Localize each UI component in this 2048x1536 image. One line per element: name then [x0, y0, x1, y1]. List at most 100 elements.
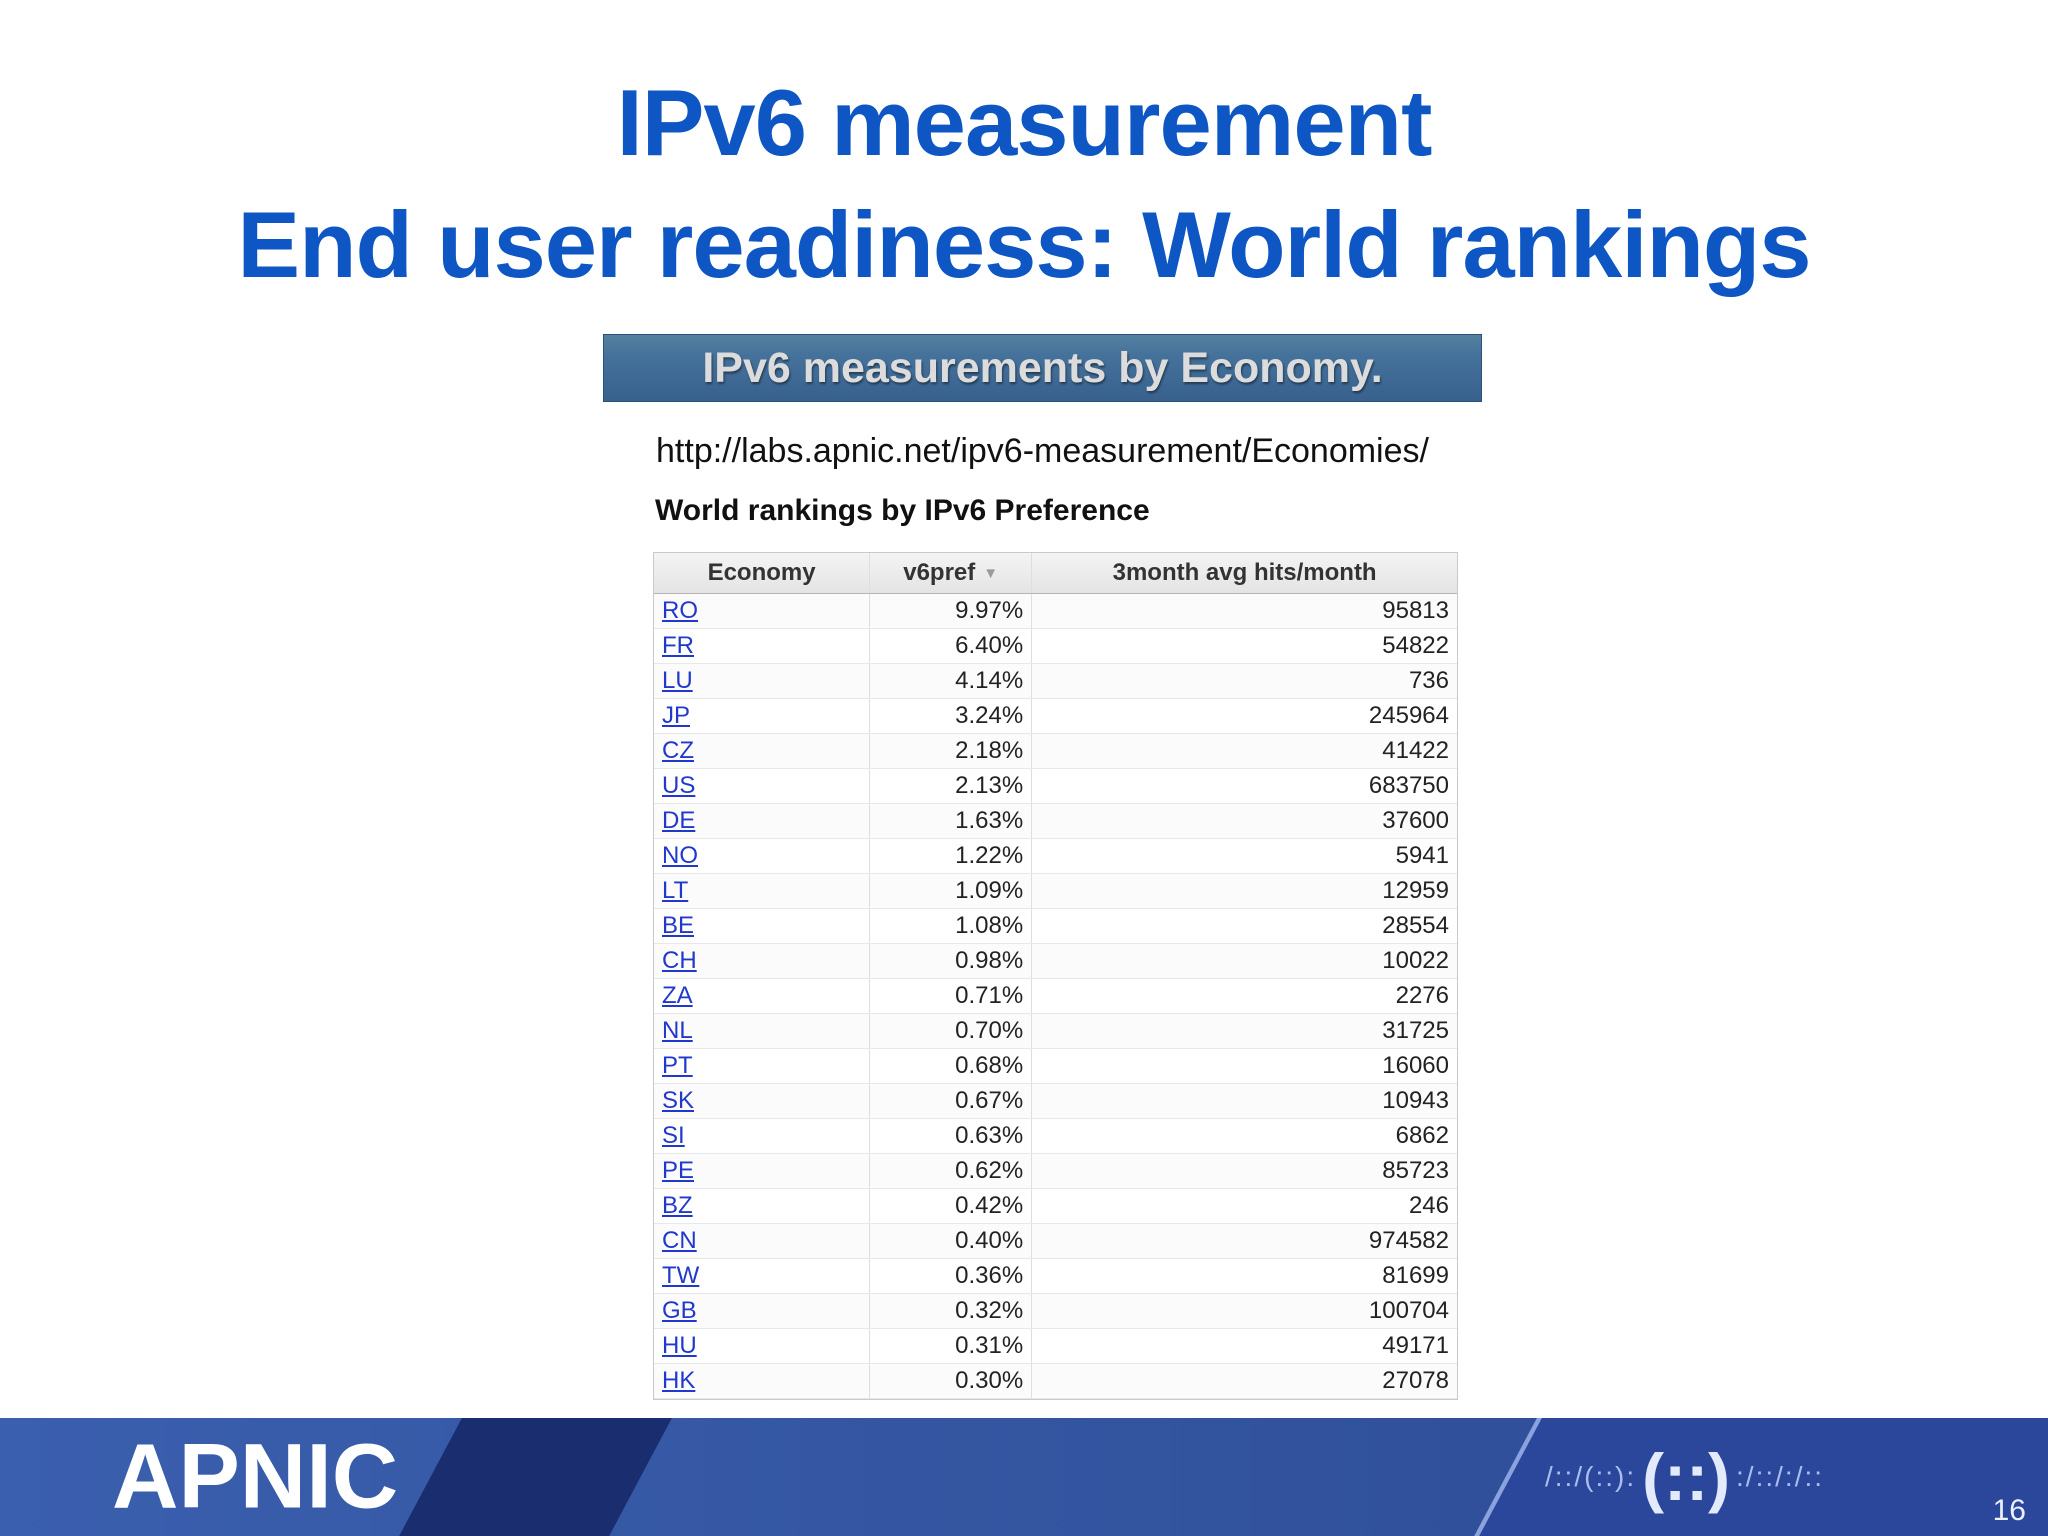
economy-link[interactable]: PT: [662, 1051, 693, 1079]
economy-link[interactable]: RO: [662, 596, 698, 624]
v6pref-value: 0.36%: [869, 1258, 1032, 1294]
hits-value: 683750: [1031, 768, 1457, 804]
economy-link[interactable]: DE: [662, 806, 696, 834]
economy-link[interactable]: CH: [662, 946, 697, 974]
economy-cell: SI: [654, 1118, 870, 1154]
economy-cell: GB: [654, 1293, 870, 1329]
hits-value: 2276: [1031, 978, 1457, 1014]
table-row: US 2.13% 683750: [654, 768, 1457, 804]
economy-link[interactable]: LU: [662, 666, 693, 694]
economy-cell: US: [654, 768, 870, 804]
economy-link[interactable]: BZ: [662, 1191, 693, 1219]
economy-cell: CZ: [654, 733, 870, 769]
hits-value: 81699: [1031, 1258, 1457, 1294]
economy-link[interactable]: US: [662, 771, 696, 799]
economy-cell: BE: [654, 908, 870, 944]
hits-value: 736: [1031, 663, 1457, 699]
economy-link[interactable]: NL: [662, 1016, 693, 1044]
table-row: HU 0.31% 49171: [654, 1328, 1457, 1364]
economy-link[interactable]: HK: [662, 1366, 696, 1394]
v6pref-value: 0.32%: [869, 1293, 1032, 1329]
hits-value: 85723: [1031, 1153, 1457, 1189]
economy-link[interactable]: LT: [662, 876, 689, 904]
apnic-dots-pattern-icon: /::/(::): (::) :/::/:/::: [1545, 1439, 1824, 1515]
v6pref-value: 0.71%: [869, 978, 1032, 1014]
economy-link[interactable]: ZA: [662, 981, 693, 1009]
economy-link[interactable]: HU: [662, 1331, 697, 1359]
economy-cell: HK: [654, 1363, 870, 1399]
v6pref-value: 6.40%: [869, 628, 1032, 664]
economy-cell: ZA: [654, 978, 870, 1014]
v6pref-value: 0.42%: [869, 1188, 1032, 1224]
hits-value: 100704: [1031, 1293, 1457, 1329]
economy-link[interactable]: GB: [662, 1296, 697, 1324]
economy-cell: NL: [654, 1013, 870, 1049]
header-v6pref[interactable]: v6pref ▼: [869, 553, 1032, 594]
slide-title-line2: End user readiness: World rankings: [237, 192, 1811, 298]
pattern-center: (::): [1642, 1440, 1731, 1514]
economy-link[interactable]: PE: [662, 1156, 695, 1184]
table-row: SI 0.63% 6862: [654, 1118, 1457, 1154]
table-header-row: Economy v6pref ▼ 3month avg hits/month: [654, 553, 1457, 594]
footer-dark-diagonal: [387, 1418, 683, 1536]
v6pref-value: 1.63%: [869, 803, 1032, 839]
rankings-table-body: RO 9.97% 95813 FR 6.40% 54822 LU 4.14% 736 JP 3.24…: [654, 593, 1457, 1399]
table-row: GB 0.32% 100704: [654, 1293, 1457, 1329]
economy-banner-text: IPv6 measurements by Economy.: [702, 343, 1383, 392]
hits-value: 974582: [1031, 1223, 1457, 1259]
economy-link[interactable]: SK: [662, 1086, 695, 1114]
hits-value: 5941: [1031, 838, 1457, 874]
hits-value: 10022: [1031, 943, 1457, 979]
economy-link[interactable]: NO: [662, 841, 698, 869]
economy-link[interactable]: SI: [662, 1121, 685, 1149]
hits-value: 41422: [1031, 733, 1457, 769]
hits-value: 10943: [1031, 1083, 1457, 1119]
table-row: NL 0.70% 31725: [654, 1013, 1457, 1049]
v6pref-value: 1.09%: [869, 873, 1032, 909]
v6pref-value: 0.31%: [869, 1328, 1032, 1364]
table-row: CZ 2.18% 41422: [654, 733, 1457, 769]
hits-value: 27078: [1031, 1363, 1457, 1399]
v6pref-value: 3.24%: [869, 698, 1032, 734]
source-url: http://labs.apnic.net/ipv6-measurement/E…: [656, 432, 1429, 470]
table-row: CH 0.98% 10022: [654, 943, 1457, 979]
hits-value: 16060: [1031, 1048, 1457, 1084]
economy-cell: HU: [654, 1328, 870, 1364]
table-row: BZ 0.42% 246: [654, 1188, 1457, 1224]
hits-value: 49171: [1031, 1328, 1457, 1364]
v6pref-value: 1.08%: [869, 908, 1032, 944]
economy-banner: IPv6 measurements by Economy.: [603, 334, 1482, 402]
apnic-logo: APNIC: [112, 1425, 399, 1528]
economy-link[interactable]: CZ: [662, 736, 694, 764]
economy-cell: CN: [654, 1223, 870, 1259]
pattern-left: /::/(::):: [1545, 1461, 1637, 1492]
v6pref-value: 0.40%: [869, 1223, 1032, 1259]
economy-link[interactable]: JP: [662, 701, 691, 729]
hits-value: 6862: [1031, 1118, 1457, 1154]
economy-link[interactable]: CN: [662, 1226, 697, 1254]
economy-cell: FR: [654, 628, 870, 664]
table-title: World rankings by IPv6 Preference: [655, 494, 1150, 527]
v6pref-value: 2.18%: [869, 733, 1032, 769]
pattern-right: :/::/:/::: [1736, 1461, 1825, 1492]
economy-cell: RO: [654, 593, 870, 629]
economy-cell: PE: [654, 1153, 870, 1189]
economy-link[interactable]: FR: [662, 631, 694, 659]
table-row: DE 1.63% 37600: [654, 803, 1457, 839]
economy-cell: TW: [654, 1258, 870, 1294]
economy-link[interactable]: BE: [662, 911, 695, 939]
hits-value: 31725: [1031, 1013, 1457, 1049]
table-row: NO 1.22% 5941: [654, 838, 1457, 874]
hits-value: 37600: [1031, 803, 1457, 839]
economy-cell: LT: [654, 873, 870, 909]
v6pref-value: 0.98%: [869, 943, 1032, 979]
v6pref-value: 0.62%: [869, 1153, 1032, 1189]
rankings-table: Economy v6pref ▼ 3month avg hits/month RO…: [653, 552, 1458, 1400]
economy-link[interactable]: TW: [662, 1261, 700, 1289]
hits-value: 245964: [1031, 698, 1457, 734]
table-row: PE 0.62% 85723: [654, 1153, 1457, 1189]
hits-value: 12959: [1031, 873, 1457, 909]
sort-desc-icon: ▼: [983, 564, 999, 582]
economy-cell: PT: [654, 1048, 870, 1084]
table-row: PT 0.68% 16060: [654, 1048, 1457, 1084]
